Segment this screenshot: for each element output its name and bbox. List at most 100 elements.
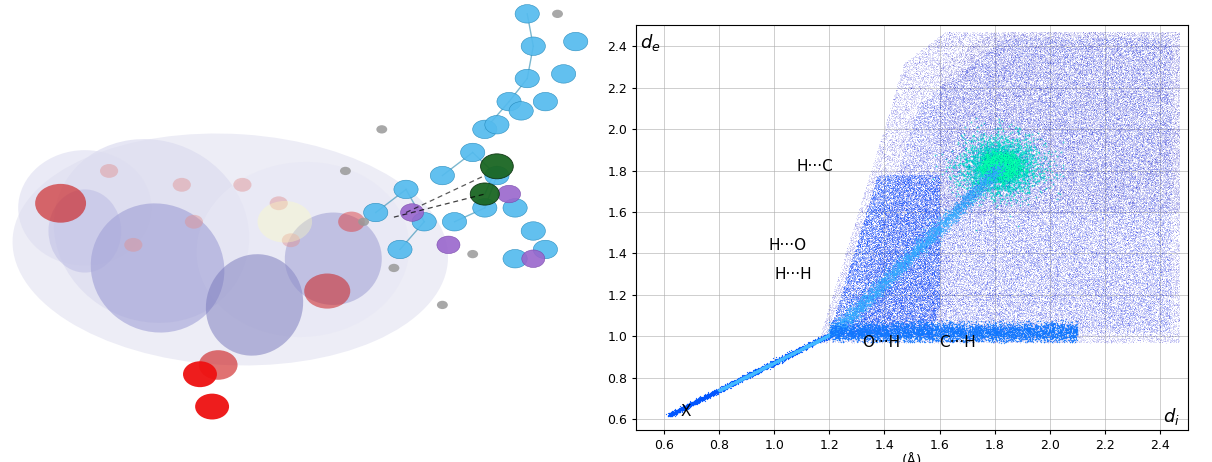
Point — [914, 81, 933, 88]
Point — [1077, 200, 1097, 207]
Point — [1076, 292, 1096, 299]
Point — [908, 235, 927, 243]
Point — [699, 390, 719, 397]
Point — [955, 105, 974, 112]
Point — [1057, 180, 1076, 187]
Point — [1034, 57, 1053, 64]
Point — [919, 226, 938, 233]
Point — [1102, 55, 1121, 63]
Point — [927, 187, 947, 195]
Point — [1127, 197, 1147, 205]
Point — [864, 203, 884, 210]
Point — [1036, 127, 1056, 134]
Point — [1052, 312, 1071, 319]
Point — [1027, 328, 1046, 335]
Point — [897, 297, 916, 304]
Point — [951, 269, 971, 277]
Point — [1002, 181, 1022, 188]
Point — [1088, 299, 1108, 306]
Point — [887, 326, 907, 333]
Point — [1114, 230, 1133, 237]
Point — [913, 326, 932, 333]
Point — [1054, 149, 1074, 157]
Point — [1052, 144, 1071, 151]
Point — [947, 62, 966, 70]
Point — [988, 55, 1007, 62]
Point — [1021, 158, 1040, 165]
Point — [874, 207, 893, 214]
Point — [989, 51, 1008, 58]
Point — [1096, 262, 1115, 270]
Point — [1064, 79, 1084, 86]
Point — [1134, 242, 1154, 249]
Point — [955, 88, 974, 96]
Point — [920, 77, 939, 84]
Point — [875, 277, 894, 285]
Point — [982, 125, 1001, 133]
Point — [857, 320, 876, 328]
Point — [993, 166, 1012, 173]
Point — [893, 279, 913, 286]
Point — [953, 201, 972, 209]
Point — [960, 211, 979, 219]
Point — [1044, 53, 1063, 61]
Point — [1004, 33, 1023, 41]
Point — [911, 158, 931, 165]
Point — [1071, 140, 1091, 147]
Point — [914, 145, 933, 152]
Point — [984, 103, 1004, 110]
Point — [931, 110, 950, 118]
Point — [954, 324, 973, 332]
Point — [1059, 166, 1079, 174]
Point — [953, 47, 972, 54]
Point — [1085, 200, 1104, 207]
Point — [944, 94, 964, 102]
Point — [1087, 139, 1107, 146]
Point — [1157, 319, 1177, 326]
Point — [971, 94, 990, 102]
Point — [877, 314, 897, 322]
Point — [1119, 204, 1138, 212]
Point — [1105, 268, 1125, 275]
Point — [679, 401, 698, 408]
Point — [1054, 189, 1074, 196]
Point — [1107, 30, 1126, 37]
Point — [971, 169, 990, 176]
Point — [956, 328, 976, 335]
Point — [1122, 75, 1142, 82]
Point — [1030, 135, 1050, 142]
Point — [1081, 144, 1100, 151]
Point — [931, 219, 950, 227]
Point — [991, 221, 1011, 228]
Point — [931, 249, 950, 257]
Point — [1033, 215, 1052, 222]
Point — [1102, 101, 1121, 108]
Point — [945, 171, 965, 179]
Point — [924, 298, 943, 306]
Point — [959, 191, 978, 198]
Point — [1086, 280, 1105, 287]
Point — [1024, 235, 1044, 243]
Point — [852, 288, 871, 296]
Point — [899, 316, 919, 323]
Point — [1098, 94, 1117, 102]
Point — [1008, 61, 1028, 68]
Point — [845, 222, 864, 229]
Point — [876, 263, 896, 271]
Point — [865, 222, 885, 229]
Point — [864, 222, 884, 230]
Point — [869, 189, 888, 197]
Point — [1109, 129, 1128, 136]
Point — [981, 179, 1000, 187]
Point — [1044, 81, 1063, 89]
Point — [928, 94, 948, 101]
Point — [1028, 122, 1047, 129]
Point — [987, 144, 1006, 151]
Point — [1070, 224, 1090, 231]
Point — [1133, 156, 1153, 164]
Point — [1098, 240, 1117, 248]
Point — [1149, 115, 1168, 122]
Point — [1099, 31, 1119, 38]
Point — [967, 321, 987, 328]
Point — [1007, 74, 1027, 81]
